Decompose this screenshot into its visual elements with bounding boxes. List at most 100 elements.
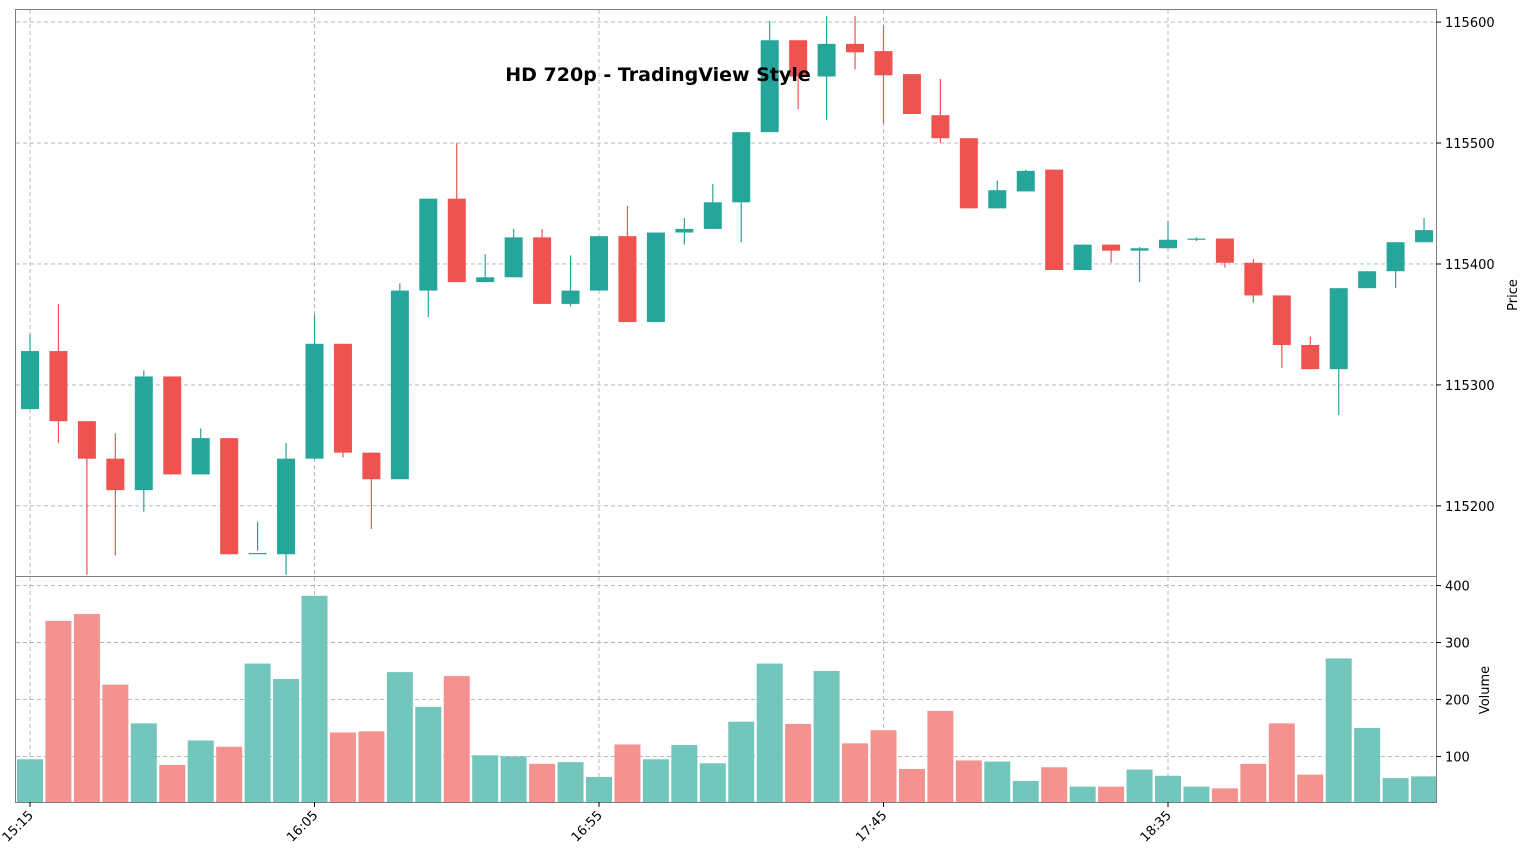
- candle-body-down: [618, 236, 637, 323]
- candle-body-down: [1102, 244, 1121, 251]
- price-grid: [16, 10, 1436, 576]
- volume-bar-down: [443, 676, 470, 802]
- volume-tick-label: 300: [1445, 637, 1470, 652]
- volume-bar-up: [1411, 776, 1438, 802]
- candle-body-down: [846, 43, 865, 53]
- candle-body-down: [1272, 295, 1291, 346]
- candle-body-down: [77, 421, 96, 459]
- volume-bar-up: [301, 595, 328, 802]
- candle-body-up: [1358, 271, 1377, 289]
- volume-bar-down: [955, 760, 982, 802]
- volume-bars: [17, 595, 1438, 802]
- volume-bar-down: [529, 763, 556, 802]
- candle-body-down: [1215, 238, 1234, 263]
- volume-bar-down: [898, 768, 925, 802]
- candle-body-up: [277, 458, 296, 555]
- price-axis-label: Price: [1506, 279, 1521, 311]
- volume-bar-down: [1240, 763, 1267, 802]
- volume-bar-up: [415, 706, 442, 802]
- candle-body-down: [49, 351, 68, 422]
- candle-body-up: [817, 43, 836, 77]
- candle-body-up: [675, 228, 694, 233]
- volume-bar-up: [1354, 727, 1381, 802]
- volume-axis-label: Volume: [1478, 666, 1493, 714]
- candle-body-down: [333, 343, 352, 453]
- volume-bar-up: [500, 756, 527, 802]
- volume-bar-down: [216, 746, 243, 802]
- volume-bar-up: [586, 776, 612, 802]
- candle-body-down: [902, 74, 921, 115]
- volume-bar-up: [671, 745, 698, 802]
- candle-body-down: [447, 198, 466, 283]
- candle-body-up: [305, 343, 324, 459]
- volume-bar-up: [813, 670, 840, 802]
- price-tick-label: 115600: [1445, 16, 1495, 31]
- volume-bar-up: [1069, 786, 1096, 802]
- volume-bar-up: [386, 672, 413, 802]
- volume-bar-up: [1012, 780, 1039, 802]
- volume-bar-up: [1382, 778, 1409, 802]
- candle-body-up: [703, 202, 722, 229]
- candle-body-down: [163, 376, 182, 475]
- volume-bar-up: [1183, 786, 1210, 802]
- candle-body-up: [248, 553, 267, 555]
- volume-bar-up: [17, 759, 43, 802]
- volume-bar-up: [1325, 658, 1352, 802]
- volume-panel-frame: [15, 576, 1437, 803]
- price-tick-label: 115500: [1445, 137, 1495, 152]
- volume-bar-down: [870, 730, 897, 802]
- candle-body-up: [561, 290, 580, 304]
- candle-body-up: [1187, 238, 1206, 240]
- candle-body-up: [646, 232, 665, 323]
- candle-body-up: [21, 351, 39, 410]
- price-tick-label: 115300: [1445, 379, 1495, 394]
- volume-bar-down: [358, 731, 385, 802]
- candle-body-up: [1159, 239, 1177, 249]
- candle-body-up: [1073, 244, 1092, 271]
- volume-bar-up: [557, 762, 584, 802]
- candle-body-up: [390, 290, 409, 480]
- candle-body-up: [988, 190, 1007, 209]
- candles: [21, 16, 1434, 575]
- volume-bar-down: [785, 723, 812, 802]
- candle-body-down: [931, 115, 950, 139]
- candle-body-down: [1244, 262, 1263, 296]
- candle-body-up: [1329, 288, 1348, 370]
- candle-body-up: [191, 438, 210, 475]
- volume-bar-up: [642, 759, 669, 802]
- candle-body-up: [1386, 242, 1405, 272]
- volume-bar-down: [45, 620, 72, 802]
- chart-title: HD 720p - TradingView Style: [505, 64, 810, 86]
- volume-bar-up: [244, 663, 271, 802]
- volume-bar-up: [130, 723, 157, 802]
- candle-body-down: [874, 51, 893, 76]
- candle-body-up: [476, 277, 495, 283]
- volume-bar-up: [699, 763, 726, 802]
- volume-bar-down: [1098, 786, 1125, 802]
- candle-body-down: [106, 458, 125, 491]
- volume-bar-up: [984, 761, 1011, 802]
- candle-body-down: [220, 438, 239, 555]
- price-tick-label: 115400: [1445, 258, 1495, 273]
- candle-body-up: [134, 376, 153, 491]
- candle-body-down: [362, 452, 381, 480]
- candle-body-down: [789, 40, 808, 77]
- volume-bar-down: [1041, 767, 1068, 802]
- volume-tick-label: 200: [1445, 693, 1470, 708]
- candle-body-up: [419, 198, 438, 291]
- price-tick-label: 115200: [1445, 500, 1495, 515]
- volume-bar-up: [728, 721, 755, 802]
- volume-bar-up: [187, 740, 214, 802]
- volume-y-axis: 100 200 300 400: [1436, 580, 1470, 765]
- candle-body-up: [1016, 170, 1035, 192]
- volume-bar-down: [329, 732, 356, 802]
- candle-body-up: [590, 236, 608, 291]
- volume-bar-up: [1155, 775, 1181, 802]
- volume-bar-down: [842, 743, 869, 802]
- volume-bar-down: [1297, 774, 1324, 802]
- volume-bar-down: [927, 710, 954, 802]
- volume-bar-down: [159, 764, 186, 802]
- volume-tick-label: 100: [1445, 750, 1470, 765]
- candle-body-down: [959, 138, 978, 209]
